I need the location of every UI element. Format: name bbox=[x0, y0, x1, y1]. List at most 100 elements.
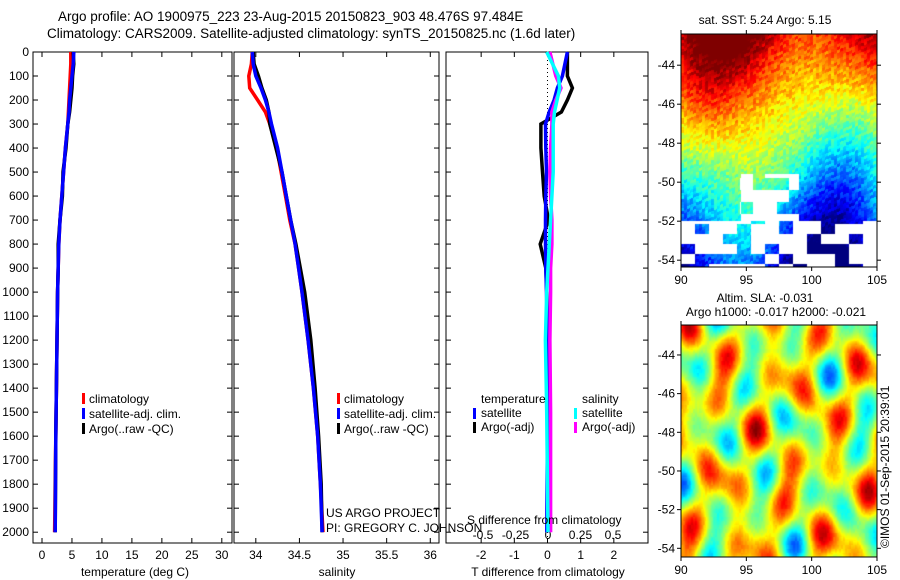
depth-tick-label: 1400 bbox=[2, 381, 29, 395]
depth-tick-label: 1500 bbox=[2, 405, 29, 419]
depth-tick-label: 200 bbox=[9, 93, 29, 107]
map-lat-label: -54 bbox=[658, 541, 676, 555]
map-lat-label: -46 bbox=[658, 97, 676, 111]
map-lat-label: -50 bbox=[658, 175, 676, 189]
series-line-satellite-adj-clim- bbox=[250, 51, 324, 533]
depth-tick-label: 1100 bbox=[3, 309, 29, 323]
sla-map-subtitle: Argo h1000: -0.017 h2000: -0.021 bbox=[686, 305, 866, 319]
legend-label: Argo(..raw -QC) bbox=[89, 422, 174, 436]
series-line-satellite-adj-clim- bbox=[53, 51, 76, 533]
legend-swatch-argo bbox=[82, 423, 85, 434]
x-tick-label: -2 bbox=[476, 548, 487, 562]
map-lat-label: -48 bbox=[658, 425, 676, 439]
x-tick-label: 10 bbox=[95, 548, 109, 562]
depth-tick-label: 1200 bbox=[2, 333, 29, 347]
legend-label: satellite bbox=[481, 406, 522, 420]
depth-tick-label: 100 bbox=[9, 69, 29, 83]
map-lon-label: 100 bbox=[802, 273, 822, 287]
map-lon-label: 90 bbox=[674, 273, 688, 287]
x-tick-label: 34 bbox=[249, 548, 263, 562]
map-lat-label: -52 bbox=[658, 503, 676, 517]
x-tick-label: 15 bbox=[125, 548, 139, 562]
x2-tick-label: 0 bbox=[545, 528, 552, 542]
x-tick-label: 20 bbox=[155, 548, 169, 562]
x-tick-label: 1 bbox=[577, 548, 584, 562]
depth-tick-label: 700 bbox=[9, 213, 29, 227]
x2-tick-label: -0.5 bbox=[473, 528, 494, 542]
x-tick-label: 25 bbox=[185, 548, 199, 562]
x-tick-label: 0 bbox=[544, 548, 551, 562]
depth-tick-label: 1600 bbox=[2, 429, 29, 443]
depth-tick-label: 800 bbox=[9, 237, 29, 251]
legend-swatch-climatology bbox=[82, 393, 85, 404]
map-lat-label: -50 bbox=[658, 464, 676, 478]
map-lat-label: -44 bbox=[658, 348, 676, 362]
x-tick-label: 36 bbox=[424, 548, 438, 562]
pi-credit: PI: GREGORY C. JOHNSON bbox=[326, 521, 482, 535]
legend-label: satellite-adj. clim. bbox=[89, 407, 181, 421]
map-frame bbox=[680, 33, 878, 268]
x-tick-label: 2 bbox=[610, 548, 617, 562]
legend-swatch-t-satellite bbox=[473, 408, 476, 419]
map-lon-label: 90 bbox=[674, 563, 688, 577]
legend-swatch-satellite bbox=[82, 408, 85, 419]
x-tick-label: 5 bbox=[69, 548, 76, 562]
legend-label: Argo(-adj) bbox=[582, 420, 635, 434]
legend-swatch-t-argo bbox=[473, 422, 476, 433]
series-line-climatology bbox=[247, 51, 325, 533]
map-lat-label: -46 bbox=[658, 387, 676, 401]
legend-swatch-satellite bbox=[337, 408, 340, 419]
t-diff-xlabel: T difference from climatology bbox=[471, 565, 625, 579]
map-lat-label: -48 bbox=[658, 136, 676, 150]
x2-tick-label: 0.25 bbox=[569, 528, 593, 542]
series-line-argo-raw-qc- bbox=[251, 51, 324, 533]
temperature-legend: climatology satellite-adj. clim. Argo(..… bbox=[82, 392, 181, 436]
depth-tick-label: 600 bbox=[9, 189, 29, 203]
salinity-legend: climatology satellite-adj. clim. Argo(..… bbox=[337, 392, 436, 436]
depth-tick-label: 1300 bbox=[2, 357, 29, 371]
legend-swatch-s-argo bbox=[574, 422, 577, 433]
sst-map bbox=[681, 34, 877, 267]
map-lon-label: 105 bbox=[867, 273, 887, 287]
map-lat-label: -44 bbox=[658, 58, 676, 72]
plot-frame-1 bbox=[233, 51, 440, 544]
salinity-xlabel: salinity bbox=[319, 565, 356, 579]
project-credit: US ARGO PROJECT bbox=[326, 506, 441, 520]
x-tick-label: 35.5 bbox=[375, 548, 399, 562]
legend-label: climatology bbox=[344, 392, 404, 406]
legend-label: climatology bbox=[89, 392, 149, 406]
depth-tick-label: 1000 bbox=[2, 285, 29, 299]
plot-frame-0 bbox=[32, 51, 233, 544]
x2-tick-label: 0.5 bbox=[605, 528, 622, 542]
depth-tick-label: 900 bbox=[9, 261, 29, 275]
series-line-salinity-satellite bbox=[543, 51, 562, 533]
map-lon-label: 95 bbox=[740, 563, 754, 577]
legend-swatch-climatology bbox=[337, 393, 340, 404]
x-tick-label: 35 bbox=[336, 548, 350, 562]
depth-tick-label: 400 bbox=[9, 141, 29, 155]
legend-swatch-s-satellite bbox=[574, 408, 577, 419]
title-line-2: Climatology: CARS2009. Satellite-adjuste… bbox=[47, 26, 575, 41]
map-lon-label: 100 bbox=[802, 563, 822, 577]
depth-tick-label: 500 bbox=[9, 165, 29, 179]
imos-timestamp: ©IMOS 01-Sep-2015 20:39:01 bbox=[878, 385, 892, 548]
depth-tick-label: 1800 bbox=[2, 477, 29, 491]
title-line-1: Argo profile: AO 1900975_223 23-Aug-2015… bbox=[58, 9, 523, 24]
map-frame bbox=[680, 324, 878, 558]
s-diff-xlabel: S difference from climatology bbox=[467, 513, 622, 527]
x-tick-label: -1 bbox=[509, 548, 520, 562]
depth-tick-label: 1700 bbox=[2, 453, 29, 467]
legend-label: satellite-adj. clim. bbox=[344, 407, 436, 421]
x-tick-label: 30 bbox=[215, 548, 229, 562]
map-lon-label: 105 bbox=[867, 563, 887, 577]
sla-map-title: Altim. SLA: -0.031 bbox=[717, 291, 814, 305]
sst-map-title: sat. SST: 5.24 Argo: 5.15 bbox=[699, 13, 832, 27]
depth-tick-label: 0 bbox=[22, 45, 29, 59]
map-lon-label: 95 bbox=[740, 273, 754, 287]
sla-map bbox=[681, 325, 877, 557]
depth-tick-label: 1900 bbox=[2, 501, 29, 515]
x2-tick-label: -0.25 bbox=[502, 528, 530, 542]
legend-heading-salinity: salinity bbox=[582, 392, 619, 406]
legend-label: Argo(-adj) bbox=[481, 420, 534, 434]
